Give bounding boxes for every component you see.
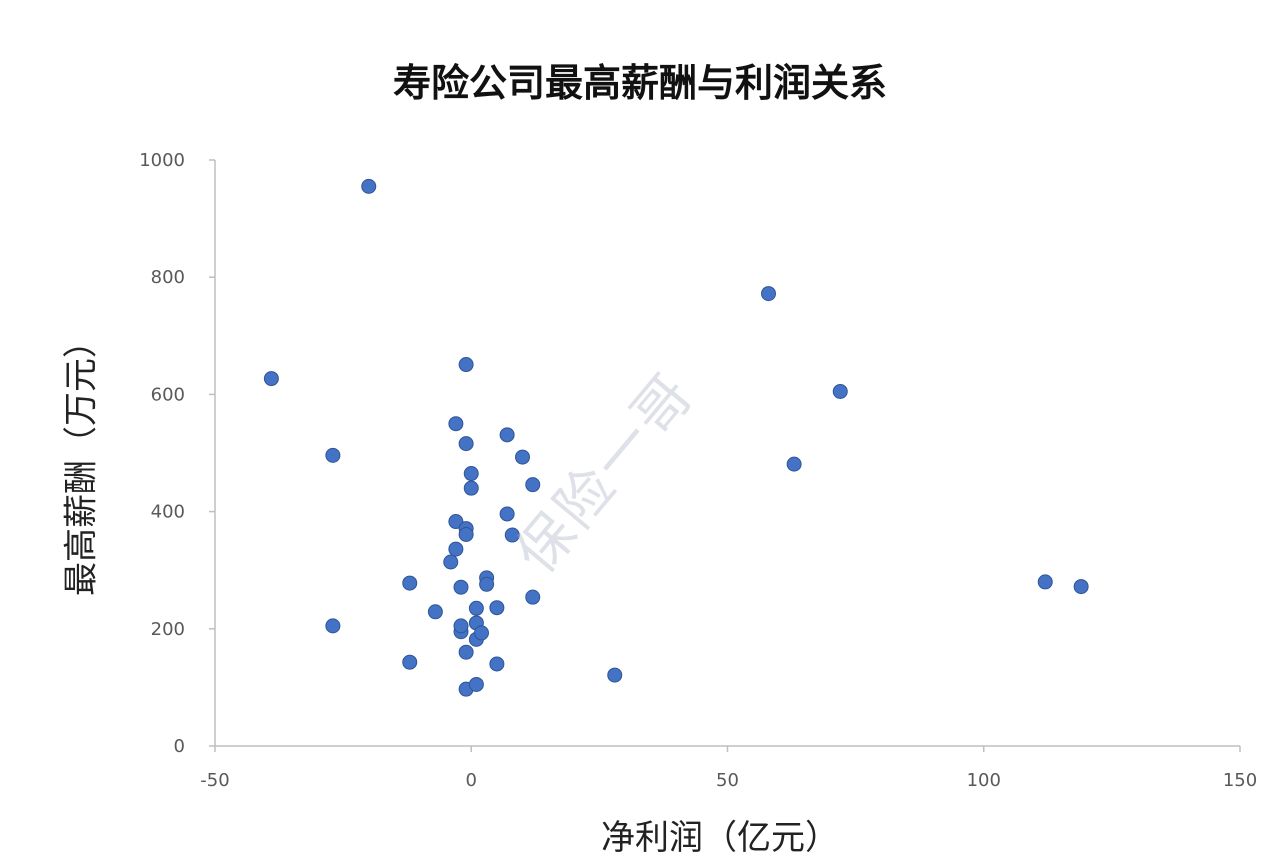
- data-point: [448, 514, 464, 530]
- data-point: [504, 527, 520, 543]
- data-point: [761, 286, 776, 302]
- data-point: [468, 676, 484, 692]
- data-point: [263, 371, 279, 387]
- data-point: [832, 383, 848, 399]
- data-point: [325, 618, 341, 634]
- data-point: [402, 575, 418, 591]
- data-point: [515, 449, 530, 465]
- data-point: [458, 526, 474, 542]
- data-point: [402, 654, 418, 670]
- x-tick-label: 100: [967, 770, 1001, 791]
- y-tick-label: 800: [151, 267, 185, 288]
- data-point: [448, 416, 464, 432]
- data-point: [448, 541, 464, 557]
- data-point: [458, 357, 474, 373]
- data-point: [325, 447, 341, 463]
- y-tick-label: 1000: [139, 150, 185, 171]
- data-point: [453, 579, 469, 595]
- data-point: [479, 576, 495, 592]
- data-point: [458, 436, 474, 452]
- y-tick-label: 200: [151, 619, 185, 640]
- x-tick-label: -50: [200, 770, 229, 791]
- data-point: [463, 466, 479, 482]
- y-tick-label: 0: [174, 736, 185, 757]
- data-point: [468, 600, 484, 616]
- data-point: [1073, 579, 1089, 595]
- data-point: [525, 477, 541, 493]
- data-point: [1037, 574, 1053, 590]
- x-tick-label: 0: [466, 770, 477, 791]
- data-point: [489, 656, 505, 672]
- data-point: [463, 480, 479, 496]
- x-axis-label: 净利润（亿元）: [601, 818, 839, 858]
- y-axis-label: 最高薪酬（万元）: [61, 324, 102, 596]
- data-point: [607, 667, 623, 683]
- x-tick-label: 150: [1223, 770, 1257, 791]
- chart-title: 寿险公司最高薪酬与利润关系: [392, 61, 887, 105]
- data-point: [525, 589, 541, 605]
- data-point: [499, 427, 515, 443]
- data-point: [453, 618, 469, 634]
- y-tick-label: 600: [151, 384, 185, 405]
- data-point: [458, 644, 474, 660]
- data-point: [361, 178, 377, 194]
- data-point: [786, 456, 802, 472]
- x-tick-label: 50: [716, 770, 739, 791]
- data-point: [499, 506, 515, 522]
- data-point: [474, 625, 489, 641]
- y-tick-label: 400: [151, 502, 185, 523]
- data-point: [443, 554, 459, 570]
- data-point: [427, 604, 443, 620]
- data-point: [489, 600, 505, 616]
